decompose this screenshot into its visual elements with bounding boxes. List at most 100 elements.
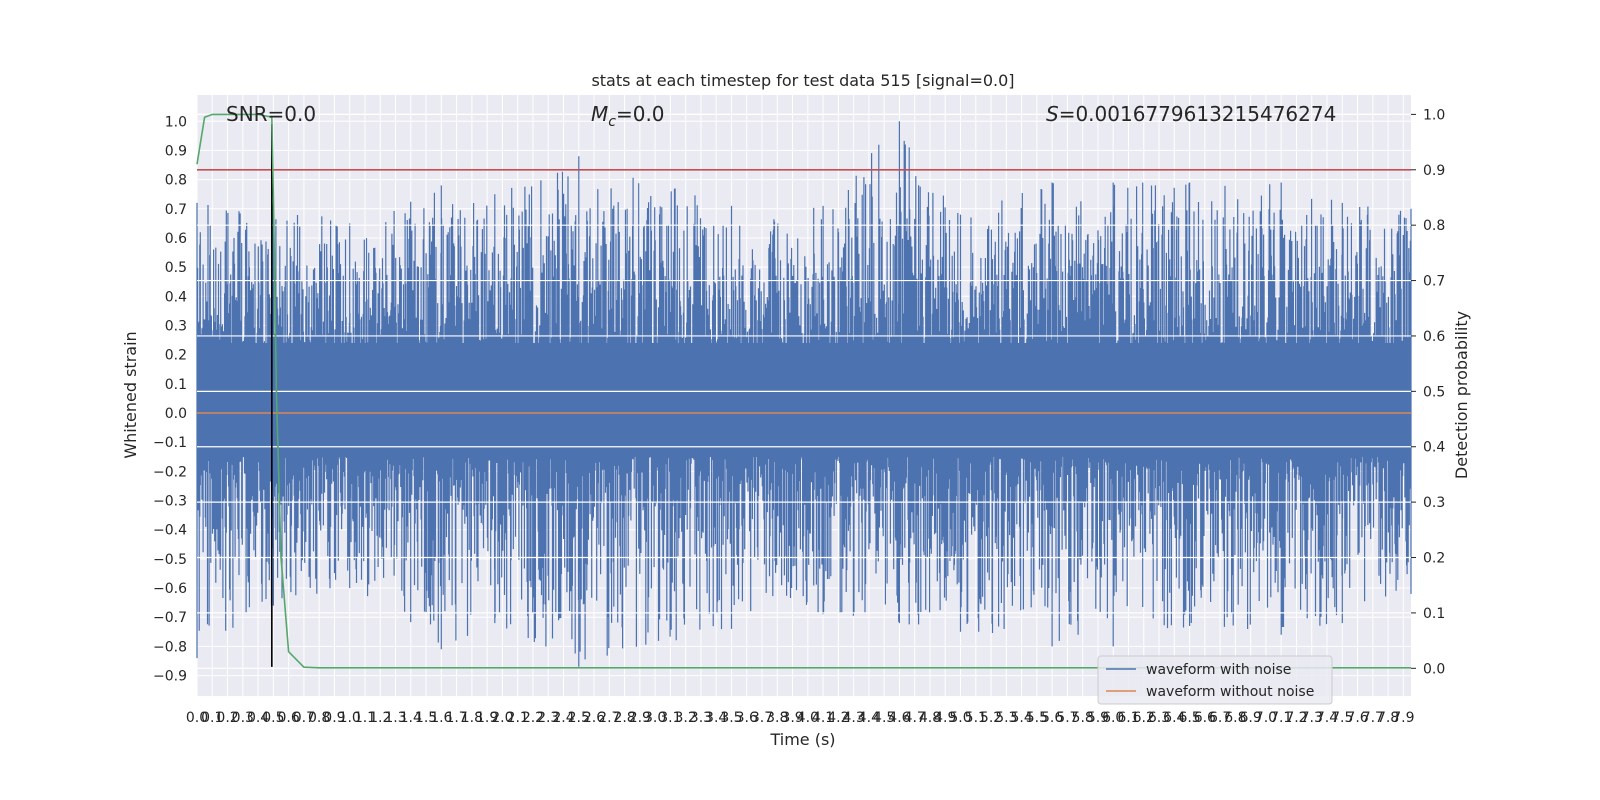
y2-tick-label: 0.1 xyxy=(1423,606,1445,622)
x-tick-label: 0.8 xyxy=(308,710,330,726)
x-tick-label: 2.8 xyxy=(613,710,635,726)
x-tick-label: 6.4 xyxy=(1163,710,1185,726)
overlays xyxy=(196,113,1411,669)
x-tick-label: 0.7 xyxy=(293,710,315,726)
x-tick-label: 5.5 xyxy=(1026,710,1048,726)
x-tick-label: 1.6 xyxy=(430,710,452,726)
x-tick-label: 4.4 xyxy=(858,710,880,726)
mc-annotation: Mc=0.0 xyxy=(591,102,665,130)
x-tick-label: 3.0 xyxy=(644,710,666,726)
x-tick-label: 5.0 xyxy=(949,710,971,726)
x-tick-label: 6.7 xyxy=(1209,710,1231,726)
x-tick-label: 7.1 xyxy=(1270,710,1292,726)
x-tick-label: 2.1 xyxy=(507,710,529,726)
x-tick-label: 2.4 xyxy=(552,710,574,726)
x-tick-label: 6.5 xyxy=(1178,710,1200,726)
x-tick-label: 4.3 xyxy=(842,710,864,726)
x-tick-label: 7.5 xyxy=(1331,710,1353,726)
y-tick-label: −0.8 xyxy=(153,639,187,655)
y2-tick-label: 0.4 xyxy=(1423,440,1445,456)
x-tick-label: 7.7 xyxy=(1362,710,1384,726)
x-tick-label: 0.9 xyxy=(323,710,345,726)
x-tick-label: 5.9 xyxy=(1087,710,1109,726)
x-tick-label: 4.1 xyxy=(812,710,834,726)
x-tick-label: 6.1 xyxy=(1117,710,1139,726)
x-tick-label: 4.9 xyxy=(934,710,956,726)
y-tick-label: 0.2 xyxy=(165,348,187,364)
x-tick-label: 4.2 xyxy=(827,710,849,726)
y-tick-label: 0.8 xyxy=(165,173,187,189)
y-tick-label: 0.1 xyxy=(165,377,187,393)
x-tick-label: 5.2 xyxy=(980,710,1002,726)
x-tick-label: 3.5 xyxy=(720,710,742,726)
x-tick-label: 3.2 xyxy=(675,710,697,726)
x-tick-label: 0.3 xyxy=(232,710,254,726)
legend-label-noise: waveform with noise xyxy=(1146,662,1291,678)
x-tick-label: 6.6 xyxy=(1194,710,1216,726)
legend: waveform with noise waveform without noi… xyxy=(1097,655,1333,705)
x-tick-label: 0.6 xyxy=(277,710,299,726)
x-tick-label: 3.4 xyxy=(705,710,727,726)
y-tick-label: −0.7 xyxy=(153,610,187,626)
s-value: =0.0016779613215476274 xyxy=(1059,102,1337,126)
x-tick-label: 7.4 xyxy=(1316,710,1338,726)
y2-tick-label: 0.0 xyxy=(1423,661,1445,677)
x-tick-label: 6.3 xyxy=(1148,710,1170,726)
x-tick-label: 5.3 xyxy=(995,710,1017,726)
x-tick-label: 4.6 xyxy=(888,710,910,726)
x-tick-label: 3.3 xyxy=(690,710,712,726)
y-tick-label: −0.6 xyxy=(153,581,187,597)
x-tick-label: 0.5 xyxy=(262,710,284,726)
x-tick-label: 7.6 xyxy=(1346,710,1368,726)
y-tick-label: −0.2 xyxy=(153,464,187,480)
y-tick-label: 1.0 xyxy=(165,114,187,130)
chart-title: stats at each timestep for test data 515… xyxy=(591,71,1014,90)
x-tick-label: 5.6 xyxy=(1041,710,1063,726)
x-tick-label: 4.8 xyxy=(919,710,941,726)
y-axis-label: Whitened strain xyxy=(121,331,140,458)
x-tick-label: 4.7 xyxy=(904,710,926,726)
x-tick-label: 5.4 xyxy=(1010,710,1032,726)
x-tick-label: 1.4 xyxy=(400,710,422,726)
x-tick-label: 4.0 xyxy=(797,710,819,726)
x-tick-label: 2.2 xyxy=(522,710,544,726)
x-tick-label: 2.6 xyxy=(583,710,605,726)
y2-tick-label: 1.0 xyxy=(1423,107,1445,123)
mc-symbol: M xyxy=(591,102,608,126)
snr-annotation: SNR=0.0 xyxy=(226,102,316,126)
x-tick-label: 1.3 xyxy=(384,710,406,726)
x-tick-label: 0.4 xyxy=(247,710,269,726)
y-tick-label: 0.0 xyxy=(165,406,187,422)
x-tick-label: 5.8 xyxy=(1072,710,1094,726)
y-tick-label: 0.3 xyxy=(165,318,187,334)
x-tick-label: 7.3 xyxy=(1301,710,1323,726)
x-tick-label: 6.2 xyxy=(1133,710,1155,726)
x-tick-label: 2.9 xyxy=(629,710,651,726)
y-tick-label: −0.3 xyxy=(153,494,187,510)
y-tick-label: 0.9 xyxy=(165,143,187,159)
x-tick-label: 4.5 xyxy=(873,710,895,726)
y2-tick-label: 0.3 xyxy=(1423,495,1445,511)
x-tick-label: 7.0 xyxy=(1255,710,1277,726)
y2-tick-label: 0.2 xyxy=(1423,551,1445,567)
x-tick-label: 1.7 xyxy=(445,710,467,726)
s-annotation: S=0.0016779613215476274 xyxy=(1046,102,1336,126)
x-tick-label: 3.8 xyxy=(766,710,788,726)
x-axis-label: Time (s) xyxy=(769,730,835,749)
x-tick-label: 2.0 xyxy=(491,710,513,726)
s-symbol: S xyxy=(1046,102,1059,126)
x-tick-label: 0.1 xyxy=(201,710,223,726)
x-tick-label: 2.7 xyxy=(598,710,620,726)
y2-tick-label: 0.7 xyxy=(1423,274,1445,290)
x-tick-label: 3.9 xyxy=(781,710,803,726)
y2-axis-label: Detection probability xyxy=(1452,311,1471,479)
x-tick-label: 6.0 xyxy=(1102,710,1124,726)
y2-tick-label: 0.6 xyxy=(1423,329,1445,345)
y-tick-labels: 1.0 0.9 0.8 0.7 0.6 0.5 0.4 0.3 0.2 0.1 0.0 −0.1 −0.… xyxy=(153,114,187,684)
x-tick-label: 1.8 xyxy=(461,710,483,726)
mc-value: =0.0 xyxy=(616,102,665,126)
legend-box xyxy=(1097,655,1333,705)
x-tick-label: 2.5 xyxy=(568,710,590,726)
x-tick-label: 1.1 xyxy=(354,710,376,726)
